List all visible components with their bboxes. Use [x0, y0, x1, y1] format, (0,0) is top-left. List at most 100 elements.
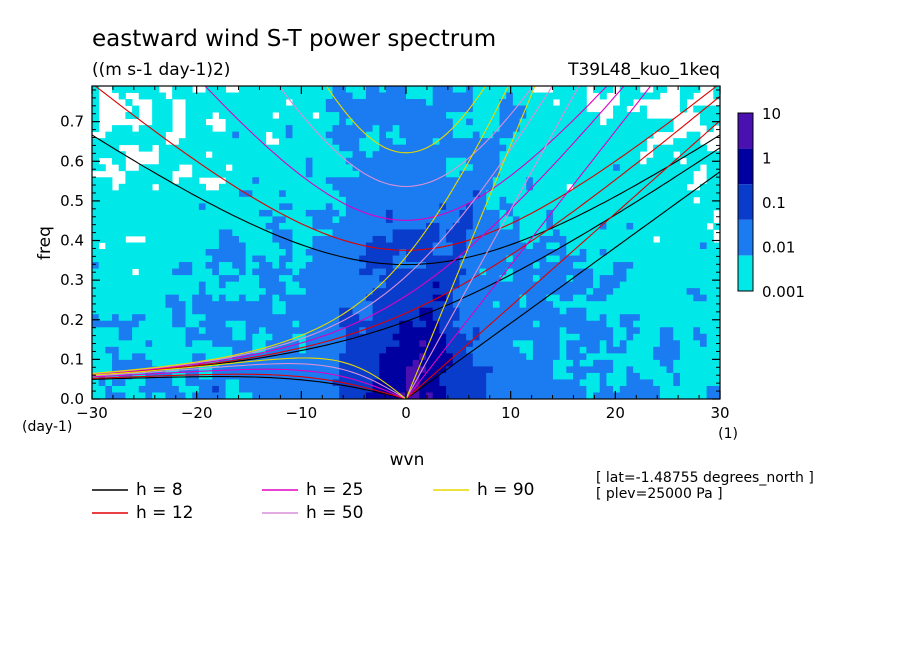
heatmap-cell [573, 242, 581, 250]
heatmap-cell [479, 170, 487, 178]
heatmap-cell [259, 353, 267, 361]
heatmap-cell [238, 262, 247, 269]
heatmap-cell [232, 249, 240, 256]
heatmap-cell [352, 196, 360, 204]
heatmap-cell [613, 372, 621, 380]
heatmap-cell [125, 190, 133, 198]
heatmap-cell [539, 235, 547, 243]
heatmap-cell [98, 281, 106, 289]
heatmap-cell [546, 164, 554, 172]
curve-inertia-gravity-h8 [92, 134, 720, 266]
heatmap-cell [112, 281, 120, 289]
heatmap-cell [419, 301, 427, 309]
heatmap-cell [165, 190, 173, 198]
heatmap-cell [519, 190, 527, 198]
heatmap-cell [145, 86, 153, 93]
heatmap-cell [506, 307, 514, 315]
heatmap-cell [145, 131, 153, 139]
heatmap-cell [305, 333, 313, 341]
heatmap-cell [332, 151, 340, 159]
heatmap-cell [225, 112, 233, 119]
heatmap-cell [492, 353, 500, 361]
heatmap-cell [112, 157, 120, 165]
heatmap-cell [613, 288, 621, 296]
heatmap-cell [98, 268, 106, 276]
heatmap-cell [125, 125, 133, 133]
heatmap-cell [479, 301, 487, 309]
heatmap-cell [639, 314, 647, 322]
heatmap-cell [559, 275, 567, 283]
heatmap-cell [519, 281, 527, 289]
heatmap-cell [539, 157, 547, 165]
heatmap-cell [352, 353, 360, 361]
heatmap-cell [546, 190, 554, 198]
heatmap-cell [706, 118, 714, 126]
heatmap-cell [192, 340, 200, 348]
heatmap-cell [392, 183, 400, 191]
heatmap-cell [332, 92, 340, 100]
heatmap-cell [165, 346, 173, 354]
heatmap-cell [646, 242, 654, 250]
heatmap-cell [319, 294, 327, 302]
heatmap-cell [319, 125, 327, 133]
heatmap-cell [699, 327, 708, 335]
heatmap-cell [365, 294, 373, 302]
heatmap-cell [546, 307, 554, 315]
heatmap-cell [165, 229, 173, 237]
heatmap-cell [92, 294, 100, 302]
heatmap-cell [265, 268, 273, 276]
heatmap-cell [158, 359, 166, 367]
heatmap-cell [426, 131, 434, 139]
heatmap-cell [639, 353, 647, 361]
heatmap-cell [379, 170, 387, 178]
heatmap-cell [385, 203, 394, 211]
heatmap-cell [365, 131, 373, 139]
heatmap-cell [92, 183, 100, 191]
heatmap-cell [693, 262, 701, 269]
heatmap-cell [359, 275, 367, 283]
heatmap-cell [492, 340, 500, 348]
heatmap-cell [152, 118, 160, 126]
heatmap-cell [659, 346, 667, 354]
heatmap-cell [459, 301, 467, 309]
heatmap-cell [452, 144, 460, 152]
heatmap-cell [312, 209, 320, 217]
heatmap-cell [406, 92, 414, 100]
heatmap-cell [439, 216, 447, 224]
heatmap-cell [706, 170, 714, 178]
heatmap-cell [332, 229, 340, 237]
heatmap-cell [706, 346, 714, 354]
heatmap-cell [606, 327, 614, 335]
heatmap-cell [532, 177, 541, 185]
heatmap-cell [706, 301, 714, 309]
heatmap-cell [272, 86, 280, 93]
heatmap-cell [439, 366, 447, 374]
heatmap-cell [225, 196, 233, 204]
heatmap-cell [432, 125, 440, 133]
heatmap-cell [686, 249, 694, 256]
heatmap-cell [512, 86, 520, 93]
heatmap-cell [579, 268, 587, 276]
heatmap-cell [646, 255, 654, 263]
heatmap-cell [212, 301, 220, 309]
heatmap-cell [693, 209, 701, 217]
heatmap-cell [305, 353, 313, 361]
heatmap-cell [252, 288, 260, 296]
heatmap-cell [606, 353, 614, 361]
heatmap-cell [245, 307, 253, 315]
heatmap-cell [319, 190, 327, 198]
heatmap-cell [459, 288, 467, 296]
heatmap-cell [259, 366, 267, 374]
heatmap-cell [112, 340, 120, 348]
heatmap-cell [432, 151, 440, 159]
heatmap-cell [192, 255, 200, 263]
heatmap-cell [699, 183, 708, 191]
heatmap-cell [218, 99, 227, 106]
heatmap-cell [172, 164, 180, 172]
heatmap-cell [659, 353, 667, 361]
heatmap-cell [686, 353, 694, 361]
heatmap-cell [639, 229, 647, 237]
heatmap-cell [345, 203, 353, 211]
heatmap-cell [499, 235, 507, 243]
heatmap-cell [499, 222, 507, 230]
